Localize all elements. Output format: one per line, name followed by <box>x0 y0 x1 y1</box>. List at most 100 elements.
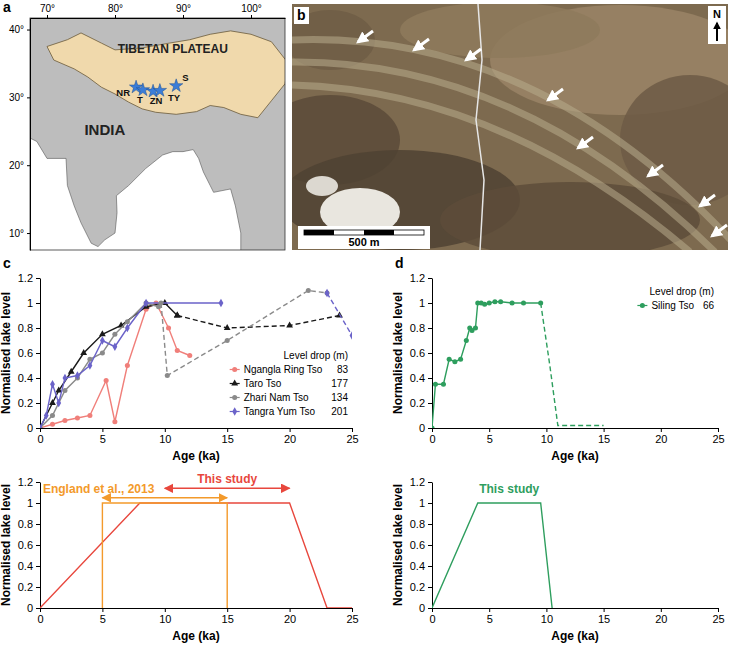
tick-mark <box>718 608 719 612</box>
panel-label: b <box>297 7 306 23</box>
series-marker <box>50 380 55 388</box>
tick-mark <box>165 608 166 612</box>
tick-label: 90° <box>176 3 191 14</box>
tick: 0.6 <box>410 539 432 551</box>
tick-label: 1.2 <box>18 272 33 284</box>
tick: 0 <box>37 428 43 445</box>
series-marker <box>464 338 469 343</box>
tick: 70° <box>40 3 55 18</box>
x-axis-title: Age (ka) <box>172 449 219 463</box>
tick: 0.2 <box>410 581 432 593</box>
series-marker <box>187 353 192 358</box>
series-marker <box>99 330 106 336</box>
tick-mark <box>290 608 291 612</box>
arrow <box>712 225 727 236</box>
series-marker <box>68 368 75 374</box>
tick: 1.2 <box>18 476 40 488</box>
series-marker <box>510 300 515 305</box>
annotation: England et al., 2013 <box>43 482 155 496</box>
tick-label: 0.2 <box>18 397 33 409</box>
scale-segment <box>304 230 334 235</box>
tick-label: 0.6 <box>18 539 33 551</box>
series-marker <box>492 299 497 304</box>
tick-label: 0.6 <box>410 539 425 551</box>
shoreline <box>292 40 728 250</box>
series-marker <box>487 300 492 305</box>
series-marker <box>433 382 438 387</box>
tick-label: 0.4 <box>410 560 425 572</box>
series-line <box>432 302 541 428</box>
tick-mark <box>36 428 40 429</box>
tick-mark <box>718 428 719 432</box>
tick-mark <box>661 428 662 432</box>
tick-label: 1 <box>27 297 33 309</box>
tick-label: 10 <box>541 613 553 625</box>
tick-mark <box>604 608 605 612</box>
y-axis-title: Normalised lake level <box>0 292 13 414</box>
series-marker <box>62 418 67 423</box>
tick-label: 1 <box>419 497 425 509</box>
tick: 0 <box>27 602 40 614</box>
region-label: INDIA <box>84 121 125 138</box>
letter-patch <box>294 7 309 24</box>
tick: 5 <box>487 608 493 625</box>
tick-label: 30° <box>9 92 24 103</box>
y-axis-title: Normalised lake level <box>391 292 405 414</box>
axis-line <box>41 428 353 429</box>
tick-label: 0.4 <box>18 560 33 572</box>
satellite-image <box>292 4 728 250</box>
tick-mark <box>428 303 432 304</box>
tick: 0.6 <box>18 539 40 551</box>
tick-label: 0.2 <box>410 397 425 409</box>
tick: 1 <box>27 297 40 309</box>
tick-label: 15 <box>222 613 234 625</box>
tick-mark <box>604 428 605 432</box>
tick-label: 25 <box>346 433 358 445</box>
tick-mark <box>489 428 490 432</box>
tick-label: 0.8 <box>18 322 33 334</box>
plot-area <box>40 288 352 428</box>
legend-marker <box>640 303 645 308</box>
series-line <box>327 293 352 336</box>
axis-line <box>30 19 31 251</box>
tick-label: 1.2 <box>18 476 33 488</box>
tick-mark <box>36 403 40 404</box>
tick-mark <box>661 608 662 612</box>
tick: 20 <box>284 428 296 445</box>
series-marker <box>125 319 130 324</box>
series-marker <box>441 382 446 387</box>
series-marker <box>175 348 180 353</box>
series-marker <box>144 299 149 307</box>
tick-label: 10 <box>159 433 171 445</box>
tick: 0.4 <box>18 560 40 572</box>
tick-label: 0.2 <box>18 581 33 593</box>
series-line <box>40 303 190 428</box>
tick: 1 <box>419 497 432 509</box>
series-marker <box>50 422 55 427</box>
legend: Level drop (m)Ngangla Ring Tso83Taro Tso… <box>230 350 349 417</box>
scale-patch <box>298 226 430 249</box>
shoreline <box>292 85 690 250</box>
tick-mark <box>102 428 103 432</box>
x-axis: 0510152025 <box>429 428 724 445</box>
tick-label: 10° <box>9 228 24 239</box>
tick-label: 70° <box>40 3 55 14</box>
series-marker <box>452 359 457 364</box>
tick: 5 <box>487 428 493 445</box>
tick: 90° <box>176 3 191 18</box>
y-axis-title: Normalised lake level <box>0 484 13 606</box>
panel-label: c <box>3 255 11 271</box>
tick-mark <box>428 503 432 504</box>
tick: 10 <box>541 428 553 445</box>
arrow <box>548 89 563 100</box>
tick-mark <box>546 428 547 432</box>
tick: 0.8 <box>410 518 432 530</box>
series-marker <box>44 411 49 419</box>
series-marker <box>225 338 230 343</box>
tick: 0.4 <box>410 372 432 384</box>
tick: 0 <box>37 608 43 625</box>
tick-mark <box>489 608 490 612</box>
tick-mark <box>36 545 40 546</box>
tick-mark <box>428 378 432 379</box>
series-line <box>40 303 159 428</box>
